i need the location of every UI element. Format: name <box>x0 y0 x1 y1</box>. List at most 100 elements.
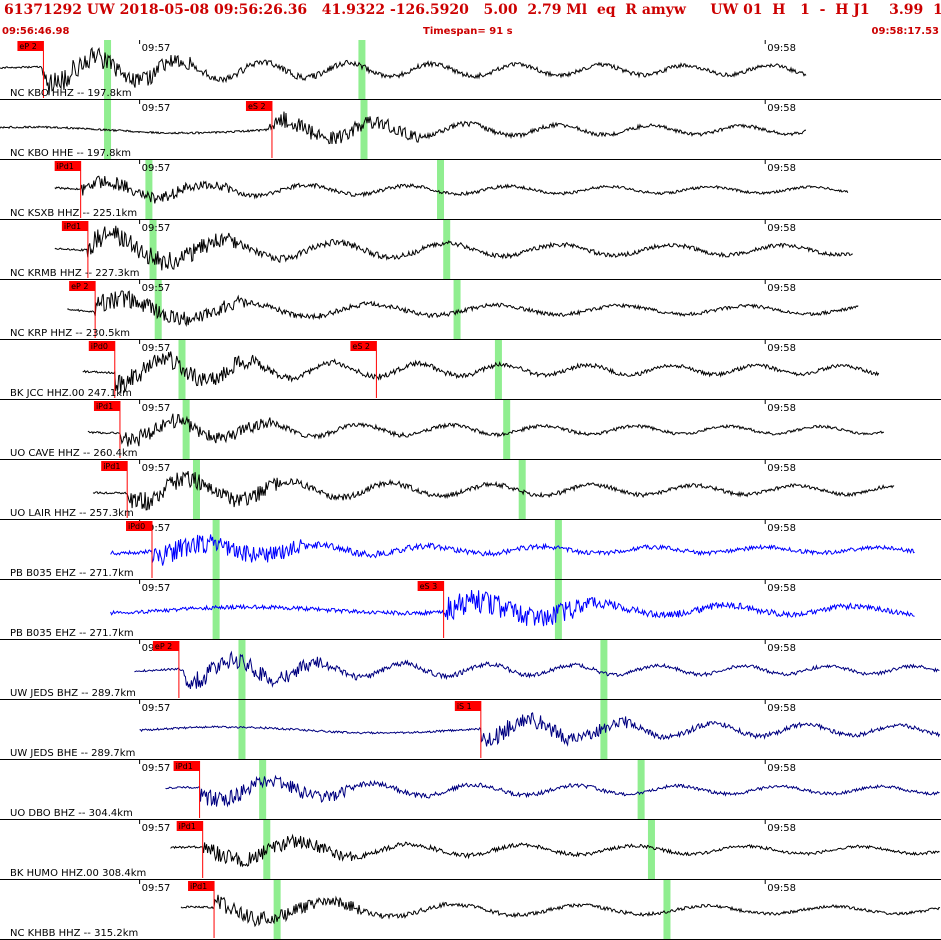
theoretical-arrival-marker <box>503 400 511 459</box>
waveform <box>139 712 941 747</box>
theoretical-arrival-marker <box>104 100 112 159</box>
time-tick-label: 09:57 <box>142 883 171 894</box>
theoretical-arrival-marker <box>453 280 461 339</box>
pick-label: iPd1 <box>190 882 207 891</box>
end-time: 09:58:17.53 <box>871 26 939 37</box>
pick-label: iPd1 <box>57 162 74 171</box>
pick-label: iPd0 <box>128 522 145 531</box>
pick-flag <box>61 221 88 231</box>
theoretical-arrival-marker <box>149 220 157 279</box>
trace-panel: 09:57 09:58 iPd1 BK HUMO HHZ.00 308.4km <box>0 820 941 880</box>
trace-panel: 09:57 09:58 iPd1 NC KHBB HHZ -- 315.2km <box>0 880 941 940</box>
waveform <box>0 46 807 96</box>
pick-label: iPd1 <box>96 402 113 411</box>
pick-flag <box>176 821 203 831</box>
station-label: NC KRP HHZ -- 230.5km <box>10 328 130 339</box>
station-label: NC KBO HHZ -- 197.8km <box>10 88 132 99</box>
time-tick-label: 09:58 <box>767 763 796 774</box>
station-label: UW JEDS BHZ -- 289.7km <box>10 688 136 699</box>
time-info-bar: 09:56:46.98 Timespan= 91 s 09:58:17.53 <box>0 26 941 38</box>
time-tick-label: 09:58 <box>767 223 796 234</box>
pick-label: iPd1 <box>179 822 196 831</box>
time-tick-label: 09:57 <box>142 283 171 294</box>
station-label: NC KSXB HHZ -- 225.1km <box>10 208 137 219</box>
theoretical-arrival-marker <box>154 280 162 339</box>
time-tick-label: 09:57 <box>142 463 171 474</box>
station-label: NC KHBB HHZ -- 315.2km <box>10 928 138 939</box>
seismogram-plot: 09:57 09:58 eP 2 NC KBO HHZ -- 197.8km 09:57… <box>0 40 941 940</box>
pick-label: iPd0 <box>91 342 108 351</box>
pick-label: iPd1 <box>176 762 193 771</box>
theoretical-arrival-marker <box>600 640 608 699</box>
theoretical-arrival-marker <box>443 220 451 279</box>
pick-label: iPd1 <box>103 462 120 471</box>
theoretical-arrival-marker <box>554 520 562 579</box>
theoretical-arrival-marker <box>600 700 608 759</box>
header: 61371292 UW 2018-05-08 09:56:26.36 41.93… <box>0 0 941 40</box>
pick-flag <box>93 401 120 411</box>
pick-label: eS 3 <box>420 582 438 591</box>
pick-flag <box>69 281 96 291</box>
pick-label: eP 2 <box>19 42 36 51</box>
waveform <box>67 290 859 328</box>
waveform <box>87 413 884 447</box>
time-tick-label: 09:57 <box>142 343 171 354</box>
theoretical-arrival-marker <box>192 460 200 519</box>
time-tick-label: 09:58 <box>767 583 796 594</box>
theoretical-arrival-marker <box>238 640 246 699</box>
pick-label: iPd1 <box>64 222 81 231</box>
time-tick-label: 09:57 <box>142 703 171 714</box>
time-tick-label: 09:58 <box>767 43 796 54</box>
time-tick-label: 09:57 <box>142 823 171 834</box>
time-tick-label: 09:58 <box>767 403 796 414</box>
theoretical-arrival-marker <box>259 760 267 819</box>
time-tick-label: 09:58 <box>767 103 796 114</box>
theoretical-arrival-marker <box>518 460 526 519</box>
waveform <box>110 534 915 566</box>
station-label: NC KBO HHE -- 197.8km <box>10 148 131 159</box>
waveform <box>110 589 915 627</box>
trace-panel: 09:57 09:58 eS 3 PB B035 EHZ -- 271.7km <box>0 580 941 640</box>
theoretical-arrival-marker <box>360 100 368 159</box>
theoretical-arrival-marker <box>437 160 445 219</box>
station-label: UO LAIR HHZ -- 257.3km <box>10 508 134 519</box>
time-tick-label: 09:58 <box>767 283 796 294</box>
station-label: UO DBO BHZ -- 304.4km <box>10 808 133 819</box>
time-tick-label: 09:58 <box>767 463 796 474</box>
theoretical-arrival-marker <box>494 340 502 399</box>
theoretical-arrival-marker <box>104 40 112 99</box>
station-label: NC KRMB HHZ -- 227.3km <box>10 268 139 279</box>
time-tick-label: 09:58 <box>767 883 796 894</box>
trace-panel: 09:57 09:58 iPd1 UO LAIR HHZ -- 257.3km <box>0 460 941 520</box>
trace-panel: 09:57 09:58 iPd0 eS 2 BK JCC HHZ.00 247.1km <box>0 340 941 400</box>
trace-panel: 09:57 09:58 iS 1 UW JEDS BHE -- 289.7km <box>0 700 941 760</box>
time-tick-label: 09:57 <box>142 103 171 114</box>
waveform <box>165 774 940 808</box>
theoretical-arrival-marker <box>637 760 645 819</box>
waveform <box>54 175 849 204</box>
pick-flag <box>88 341 115 351</box>
pick-flag <box>126 521 153 531</box>
time-tick-label: 09:57 <box>142 403 171 414</box>
time-tick-label: 09:57 <box>142 583 171 594</box>
pick-flag <box>152 641 179 651</box>
pick-flag <box>245 101 272 111</box>
trace-panel: 09:57 09:58 eP 2 NC KRP HHZ -- 230.5km <box>0 280 941 340</box>
station-label: BK HUMO HHZ.00 308.4km <box>10 868 146 879</box>
pick-flag <box>188 881 215 891</box>
time-tick-label: 09:57 <box>142 43 171 54</box>
timespan: Timespan= 91 s <box>423 26 513 37</box>
theoretical-arrival-marker <box>647 820 655 879</box>
event-title: 61371292 UW 2018-05-08 09:56:26.36 41.93… <box>4 2 941 18</box>
time-tick-label: 09:57 <box>142 223 171 234</box>
trace-panel: 09:57 09:58 iPd1 UO DBO BHZ -- 304.4km <box>0 760 941 820</box>
pick-flag <box>17 41 44 51</box>
trace-panel: 09:57 09:58 iPd1 NC KSXB HHZ -- 225.1km <box>0 160 941 220</box>
station-label: PB B035 EHZ -- 271.7km <box>10 568 134 579</box>
time-tick-label: 09:57 <box>142 523 171 534</box>
trace-panel: 09:57 09:58 iPd1 UO CAVE HHZ -- 260.4km <box>0 400 941 460</box>
pick-flag <box>417 581 444 591</box>
waveform <box>180 894 941 928</box>
pick-label: eP 2 <box>155 642 172 651</box>
